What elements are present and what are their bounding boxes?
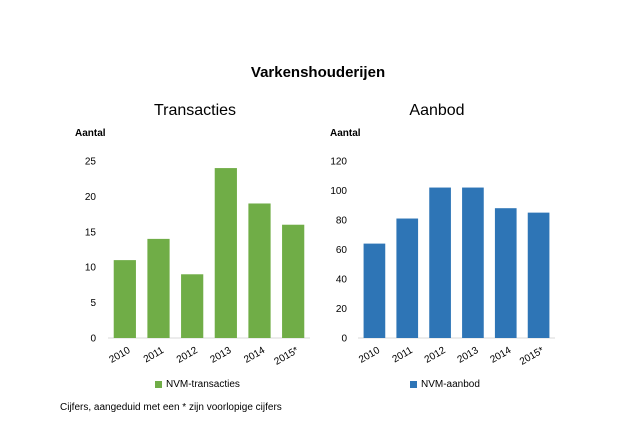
legend-label-aanbod: NVM-aanbod <box>421 379 480 390</box>
x-tick-label: 2011 <box>391 345 416 365</box>
bar-aanbod-2013 <box>462 187 484 338</box>
x-tick-label: 2013 <box>456 345 481 366</box>
bar-transacties-2011 <box>147 238 170 338</box>
bar-transacties-2012 <box>181 274 204 338</box>
legend-swatch-aanbod <box>410 381 417 388</box>
main-title: Varkenshouderijen <box>250 64 386 81</box>
bar-aanbod-2015 <box>527 212 550 338</box>
bar-transacties-2014 <box>248 203 271 338</box>
y-tick-label: 40 <box>336 275 348 286</box>
y-tick-label: 10 <box>85 263 97 274</box>
y-tick-label: 25 <box>85 157 97 168</box>
bar-aanbod-2012 <box>429 187 451 338</box>
bar-transacties-2013 <box>214 168 237 338</box>
bar-aanbod-2014 <box>494 208 517 338</box>
legend-transacties: NVM-transacties <box>155 379 240 390</box>
x-tick-label: 2010 <box>357 345 382 366</box>
legend-aanbod: NVM-aanbod <box>410 379 480 390</box>
x-tick-label: 2015* <box>518 345 546 368</box>
y-tick-label: 20 <box>336 304 348 315</box>
y-axis-label-transacties: Aantal <box>75 128 106 139</box>
y-tick-label: 100 <box>330 186 347 197</box>
bar-aanbod-2010 <box>363 243 386 338</box>
bar-aanbod-2011 <box>396 218 419 338</box>
chart-title-aanbod: Aanbod <box>409 102 465 119</box>
legend-swatch-transacties <box>155 381 162 388</box>
x-tick-label: 2014 <box>488 345 513 366</box>
y-tick-label: 15 <box>85 227 97 238</box>
legend-label-transacties: NVM-transacties <box>166 379 240 390</box>
bar-transacties-2010 <box>113 260 136 338</box>
y-axis-label-aanbod: Aantal <box>330 128 361 139</box>
y-tick-label: 0 <box>90 334 96 345</box>
x-tick-label: 2012 <box>423 345 448 366</box>
y-tick-label: 60 <box>336 245 348 256</box>
chart-title-transacties: Transacties <box>153 102 237 119</box>
y-tick-label: 120 <box>330 157 347 168</box>
y-tick-label: 5 <box>90 298 96 309</box>
y-tick-label: 80 <box>336 216 348 227</box>
y-tick-label: 20 <box>85 192 97 203</box>
y-tick-label: 0 <box>341 334 347 345</box>
bar-transacties-2015 <box>282 224 305 338</box>
footnote: Cijfers, aangeduid met een * zijn voorlo… <box>60 402 282 413</box>
